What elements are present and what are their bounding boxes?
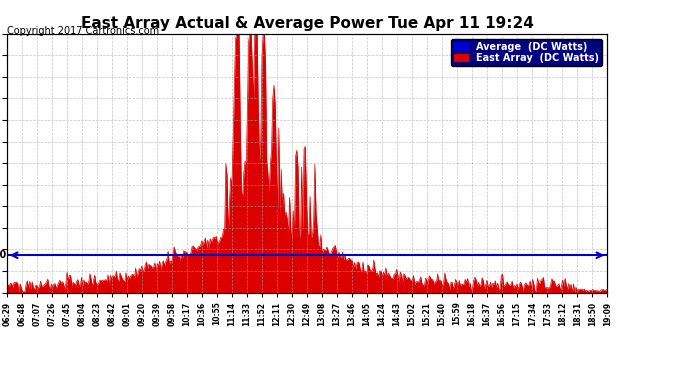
Legend: Average  (DC Watts), East Array  (DC Watts): Average (DC Watts), East Array (DC Watts…	[451, 39, 602, 66]
Text: Copyright 2017 Cartronics.com: Copyright 2017 Cartronics.com	[7, 26, 159, 36]
Text: 276.330: 276.330	[0, 250, 6, 260]
Title: East Array Actual & Average Power Tue Apr 11 19:24: East Array Actual & Average Power Tue Ap…	[81, 16, 533, 31]
